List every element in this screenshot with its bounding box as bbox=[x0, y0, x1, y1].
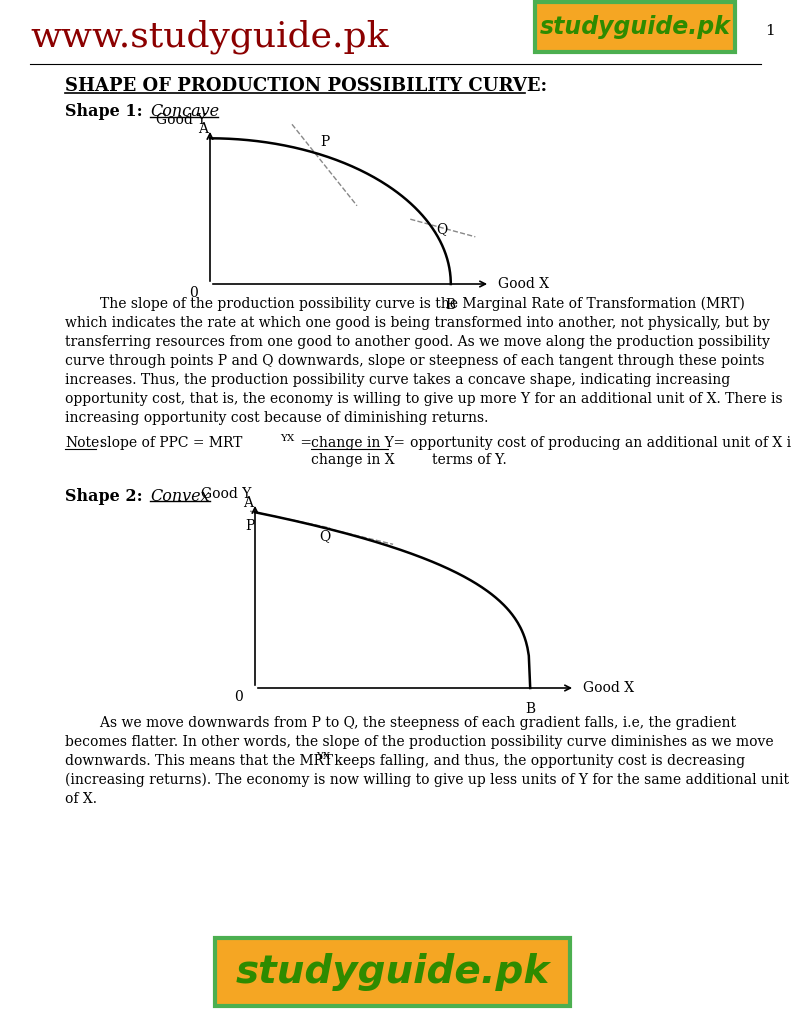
Text: slope of PPC = MRT: slope of PPC = MRT bbox=[100, 436, 242, 450]
Text: P: P bbox=[244, 518, 254, 532]
Text: 0: 0 bbox=[189, 286, 198, 300]
Text: transferring resources from one good to another good. As we move along the produ: transferring resources from one good to … bbox=[65, 335, 770, 349]
Text: Shape 2:: Shape 2: bbox=[65, 488, 142, 505]
Text: Convex: Convex bbox=[150, 488, 210, 505]
Text: 1: 1 bbox=[765, 24, 774, 38]
Text: P: P bbox=[320, 135, 330, 148]
Text: SHAPE OF PRODUCTION POSSIBILITY CURVE:: SHAPE OF PRODUCTION POSSIBILITY CURVE: bbox=[65, 77, 547, 95]
Text: As we move downwards from P to Q, the steepness of each gradient falls, i.e, the: As we move downwards from P to Q, the st… bbox=[65, 716, 736, 730]
Text: Good Y: Good Y bbox=[201, 487, 252, 501]
Text: keeps falling, and thus, the opportunity cost is decreasing: keeps falling, and thus, the opportunity… bbox=[330, 754, 745, 768]
Bar bbox=[215, 938, 570, 1006]
Text: curve through points P and Q downwards, slope or steepness of each tangent throu: curve through points P and Q downwards, … bbox=[65, 354, 764, 368]
Text: Note:: Note: bbox=[65, 436, 104, 450]
Text: 0: 0 bbox=[234, 690, 243, 705]
Text: increases. Thus, the production possibility curve takes a concave shape, indicat: increases. Thus, the production possibil… bbox=[65, 373, 730, 387]
Text: The slope of the production possibility curve is the Marginal Rate of Transforma: The slope of the production possibility … bbox=[65, 297, 745, 311]
Text: www.studyguide.pk: www.studyguide.pk bbox=[30, 19, 388, 53]
Text: YX: YX bbox=[280, 434, 294, 443]
Text: B: B bbox=[525, 702, 536, 716]
Text: terms of Y.: terms of Y. bbox=[432, 453, 507, 467]
Text: opportunity cost of producing an additional unit of X in: opportunity cost of producing an additio… bbox=[410, 436, 791, 450]
Text: opportunity cost, that is, the economy is willing to give up more Y for an addit: opportunity cost, that is, the economy i… bbox=[65, 392, 782, 406]
Text: Good X: Good X bbox=[498, 278, 549, 291]
Text: Good Y: Good Y bbox=[156, 113, 206, 127]
Text: becomes flatter. In other words, the slope of the production possibility curve d: becomes flatter. In other words, the slo… bbox=[65, 735, 774, 749]
Text: change in X: change in X bbox=[311, 453, 395, 467]
Text: A: A bbox=[198, 122, 208, 136]
Text: Good X: Good X bbox=[583, 681, 634, 695]
Text: =: = bbox=[296, 436, 316, 450]
Text: Concave: Concave bbox=[150, 103, 219, 120]
Text: downwards. This means that the MRT: downwards. This means that the MRT bbox=[65, 754, 333, 768]
Text: Q: Q bbox=[319, 529, 331, 543]
Text: B: B bbox=[446, 298, 456, 312]
Text: of X.: of X. bbox=[65, 792, 97, 806]
Text: Shape 1:: Shape 1: bbox=[65, 103, 142, 120]
Text: Q: Q bbox=[436, 222, 447, 237]
Text: A: A bbox=[243, 497, 253, 510]
Text: =: = bbox=[389, 436, 405, 450]
Text: increasing opportunity cost because of diminishing returns.: increasing opportunity cost because of d… bbox=[65, 411, 488, 425]
Text: studyguide.pk: studyguide.pk bbox=[539, 15, 730, 39]
Text: (increasing returns). The economy is now willing to give up less units of Y for : (increasing returns). The economy is now… bbox=[65, 773, 789, 787]
Text: change in Y: change in Y bbox=[311, 436, 394, 450]
Text: studyguide.pk: studyguide.pk bbox=[236, 953, 550, 991]
Text: which indicates the rate at which one good is being transformed into another, no: which indicates the rate at which one go… bbox=[65, 316, 770, 330]
Bar bbox=[535, 2, 735, 52]
Text: YX: YX bbox=[316, 752, 331, 761]
